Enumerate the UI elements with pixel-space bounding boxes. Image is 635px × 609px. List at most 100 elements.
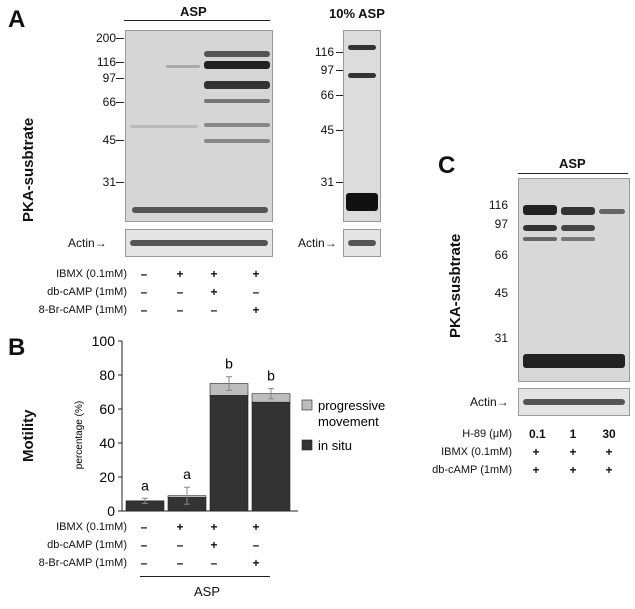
panel-c-condition-sign: 1 bbox=[569, 427, 577, 441]
panel-a-condition-sign: – bbox=[140, 267, 148, 281]
panel-a-marker-tick bbox=[116, 78, 124, 79]
y-tick-label: 20 bbox=[99, 469, 115, 485]
panel-a-condition-sign: – bbox=[210, 303, 218, 317]
panel-c-condition-label: db-cAMP (1mM) bbox=[432, 464, 512, 476]
panel-c-marker: 45 bbox=[494, 286, 508, 300]
panel-c-condition-sign: + bbox=[569, 463, 577, 477]
panel-a-marker: 66 bbox=[102, 95, 116, 109]
legend-swatch-progressive bbox=[301, 399, 313, 411]
panel-a-side-marker-tick bbox=[336, 182, 344, 183]
panel-b-condition-sign: + bbox=[252, 556, 260, 570]
significance-label: a bbox=[183, 466, 191, 482]
panel-c-condition-sign: + bbox=[532, 445, 540, 459]
bar-in-situ bbox=[251, 401, 291, 512]
panel-a-condition-sign: + bbox=[252, 303, 260, 317]
panel-a-side-marker-tick bbox=[336, 70, 344, 71]
panel-b-footer: ASP bbox=[194, 584, 221, 599]
panel-b-condition-label: db-cAMP (1mM) bbox=[47, 539, 127, 551]
panel-a-condition-sign: + bbox=[210, 267, 218, 281]
panel-a-header-line bbox=[124, 20, 270, 21]
panel-b-condition-label: IBMX (0.1mM) bbox=[56, 521, 127, 533]
panel-a-side-marker: 45 bbox=[320, 123, 334, 137]
panel-a-condition-sign: – bbox=[252, 285, 260, 299]
panel-a-marker-tick bbox=[116, 102, 124, 103]
panel-a-letter: A bbox=[8, 6, 26, 33]
panel-c-marker: 116 bbox=[488, 198, 508, 212]
panel-a-actin-label: Actin→ bbox=[68, 236, 107, 250]
panel-c-condition-label: IBMX (0.1mM) bbox=[441, 446, 512, 458]
panel-b-condition-sign: – bbox=[140, 520, 148, 534]
panel-b-condition-sign: + bbox=[210, 520, 218, 534]
panel-c-actin-blot bbox=[518, 388, 630, 416]
panel-a-marker-tick bbox=[116, 62, 124, 63]
panel-a-condition-sign: – bbox=[176, 303, 184, 317]
panel-c-blot bbox=[518, 178, 630, 382]
panel-a-side-marker: 66 bbox=[320, 88, 334, 102]
panel-b-condition-label: 8-Br-cAMP (1mM) bbox=[38, 557, 127, 569]
panel-c-header: ASP bbox=[559, 156, 586, 171]
legend-label-progressive: progressive movement bbox=[318, 398, 385, 429]
chart-inner-ylabel: percentage (%) bbox=[74, 401, 85, 469]
legend-swatch-in-situ bbox=[301, 439, 313, 451]
y-tick-label: 0 bbox=[107, 503, 115, 519]
panel-a-condition-label: db-cAMP (1mM) bbox=[47, 286, 127, 298]
panel-a-side-marker-tick bbox=[336, 130, 344, 131]
legend-label-in-situ: in situ bbox=[318, 438, 352, 453]
y-tick-label: 40 bbox=[99, 435, 115, 451]
panel-a-side-marker: 31 bbox=[320, 175, 334, 189]
panel-a-marker: 116 bbox=[96, 55, 116, 69]
y-tick-label: 60 bbox=[99, 401, 115, 417]
panel-a-condition-sign: + bbox=[176, 267, 184, 281]
panel-c-ylabel: PKA-susbtrate bbox=[447, 233, 464, 338]
panel-b-ylabel: Motility bbox=[20, 409, 37, 463]
panel-c-condition-sign: 30 bbox=[602, 427, 616, 441]
panel-c-actin-label: Actin→ bbox=[470, 395, 509, 409]
panel-c-marker: 97 bbox=[494, 217, 508, 231]
panel-a-header-10pct: 10% ASP bbox=[329, 6, 385, 21]
y-tick-label: 80 bbox=[99, 367, 115, 383]
panel-c-condition-label: H-89 (μM) bbox=[462, 428, 512, 440]
panel-a-marker: 45 bbox=[102, 133, 116, 147]
panel-a-actin-blot bbox=[125, 229, 273, 257]
panel-b-condition-sign: – bbox=[140, 538, 148, 552]
panel-a-marker-tick bbox=[116, 182, 124, 183]
panel-a-side-actin-label: Actin→ bbox=[298, 236, 337, 250]
panel-c-condition-sign: + bbox=[605, 445, 613, 459]
panel-a-condition-sign: – bbox=[140, 285, 148, 299]
panel-a-marker-tick bbox=[116, 38, 124, 39]
panel-a-header-asp: ASP bbox=[180, 4, 207, 19]
panel-a-side-blot bbox=[343, 30, 381, 222]
motility-chart: percentage (%) 0 20 40 60 80 100 a a b b progressi… bbox=[74, 333, 385, 519]
panel-a-side-actin-blot bbox=[343, 229, 381, 257]
panel-c-condition-sign: + bbox=[605, 463, 613, 477]
panel-c-letter: C bbox=[438, 152, 456, 179]
panel-a-condition-sign: + bbox=[252, 267, 260, 281]
panel-c-condition-sign: 0.1 bbox=[529, 427, 546, 441]
panel-b-condition-sign: – bbox=[252, 538, 260, 552]
panel-b-footer-line bbox=[140, 576, 270, 577]
panel-a-side-marker: 97 bbox=[320, 63, 334, 77]
panel-b-condition-sign: + bbox=[252, 520, 260, 534]
panel-c-condition-sign: + bbox=[569, 445, 577, 459]
panel-b-condition-sign: + bbox=[210, 538, 218, 552]
panel-a-marker: 97 bbox=[102, 71, 116, 85]
panel-a-main-blot bbox=[125, 30, 273, 222]
panel-c-header-line bbox=[518, 173, 628, 174]
bar-in-situ bbox=[209, 395, 249, 512]
panel-a-condition-label: IBMX (0.1mM) bbox=[56, 268, 127, 280]
significance-label: b bbox=[267, 368, 275, 384]
panel-a-condition-label: 8-Br-cAMP (1mM) bbox=[38, 304, 127, 316]
panel-a-condition-sign: – bbox=[176, 285, 184, 299]
significance-label: b bbox=[225, 356, 233, 372]
panel-c-condition-sign: + bbox=[532, 463, 540, 477]
significance-label: a bbox=[141, 477, 149, 493]
panel-b-condition-sign: + bbox=[176, 520, 184, 534]
panel-b-condition-sign: – bbox=[176, 538, 184, 552]
panel-c-marker: 31 bbox=[494, 331, 508, 345]
panel-a-condition-sign: – bbox=[140, 303, 148, 317]
panel-b-condition-sign: – bbox=[140, 556, 148, 570]
panel-b-letter: B bbox=[8, 334, 26, 361]
panel-b-condition-sign: – bbox=[176, 556, 184, 570]
panel-c-marker: 66 bbox=[494, 248, 508, 262]
panel-a-side-marker-tick bbox=[336, 52, 344, 53]
